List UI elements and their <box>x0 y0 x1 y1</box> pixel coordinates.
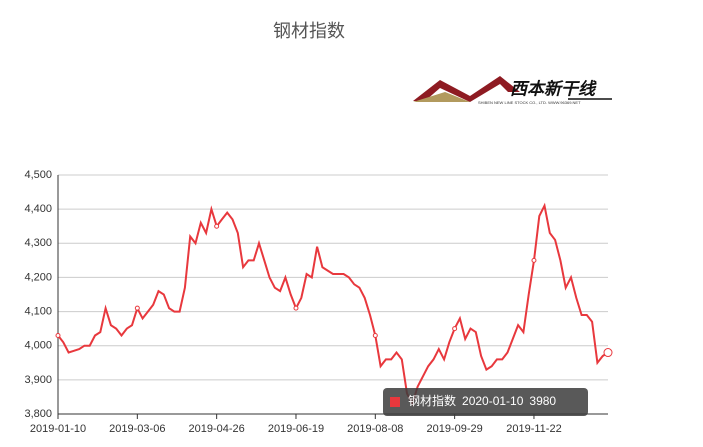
point <box>531 257 537 263</box>
point <box>55 332 61 338</box>
x-tick-label: 2019-11-22 <box>506 423 561 435</box>
point <box>293 305 299 311</box>
line <box>57 202 609 407</box>
y-tick-label: 4,400 <box>24 203 52 215</box>
tooltip-swatch <box>390 397 400 407</box>
point <box>452 326 458 332</box>
logo-subtitle: SHIBEN NEW LINE STOCK CO., LTD. WWW.9636… <box>478 100 581 105</box>
logo-shape <box>413 76 520 102</box>
point <box>214 223 220 229</box>
tooltip: 钢材指数 2020-01-10 3980 <box>383 388 588 416</box>
logo-shape <box>413 92 470 102</box>
tooltip-date: 2020-01-10 <box>462 394 524 408</box>
point <box>603 348 613 358</box>
y-tick-label: 4,000 <box>24 340 52 352</box>
point <box>372 332 378 338</box>
y-tick-label: 3,800 <box>24 408 52 420</box>
x-tick-label: 2019-08-08 <box>347 423 403 435</box>
logo-text: 西本新干线 <box>510 79 597 98</box>
y-tick-label: 4,200 <box>24 271 52 283</box>
y-tick-label: 4,100 <box>24 305 52 317</box>
x-tick-label: 2019-03-06 <box>109 423 165 435</box>
x-tick-label: 2019-01-10 <box>30 423 86 435</box>
tooltip-text: 钢材指数 2020-01-10 3980 <box>408 393 556 408</box>
y-tick-label: 4,300 <box>24 237 52 249</box>
logo: 西本新干线 SHIBEN NEW LINE STOCK CO., LTD. WW… <box>413 76 612 105</box>
x-tick-label: 2019-04-26 <box>189 423 245 435</box>
point <box>134 305 140 311</box>
y-tick-label: 4,500 <box>24 169 52 181</box>
x-tick-label: 2019-06-19 <box>268 423 324 435</box>
x-tick-label: 2019-09-29 <box>426 423 482 435</box>
tooltip-name: 钢材指数 <box>408 393 456 408</box>
tooltip-box <box>383 388 588 416</box>
tooltip-value: 3980 <box>529 394 556 408</box>
chart-title: 钢材指数 <box>273 21 345 41</box>
y-tick-label: 3,900 <box>24 374 52 386</box>
